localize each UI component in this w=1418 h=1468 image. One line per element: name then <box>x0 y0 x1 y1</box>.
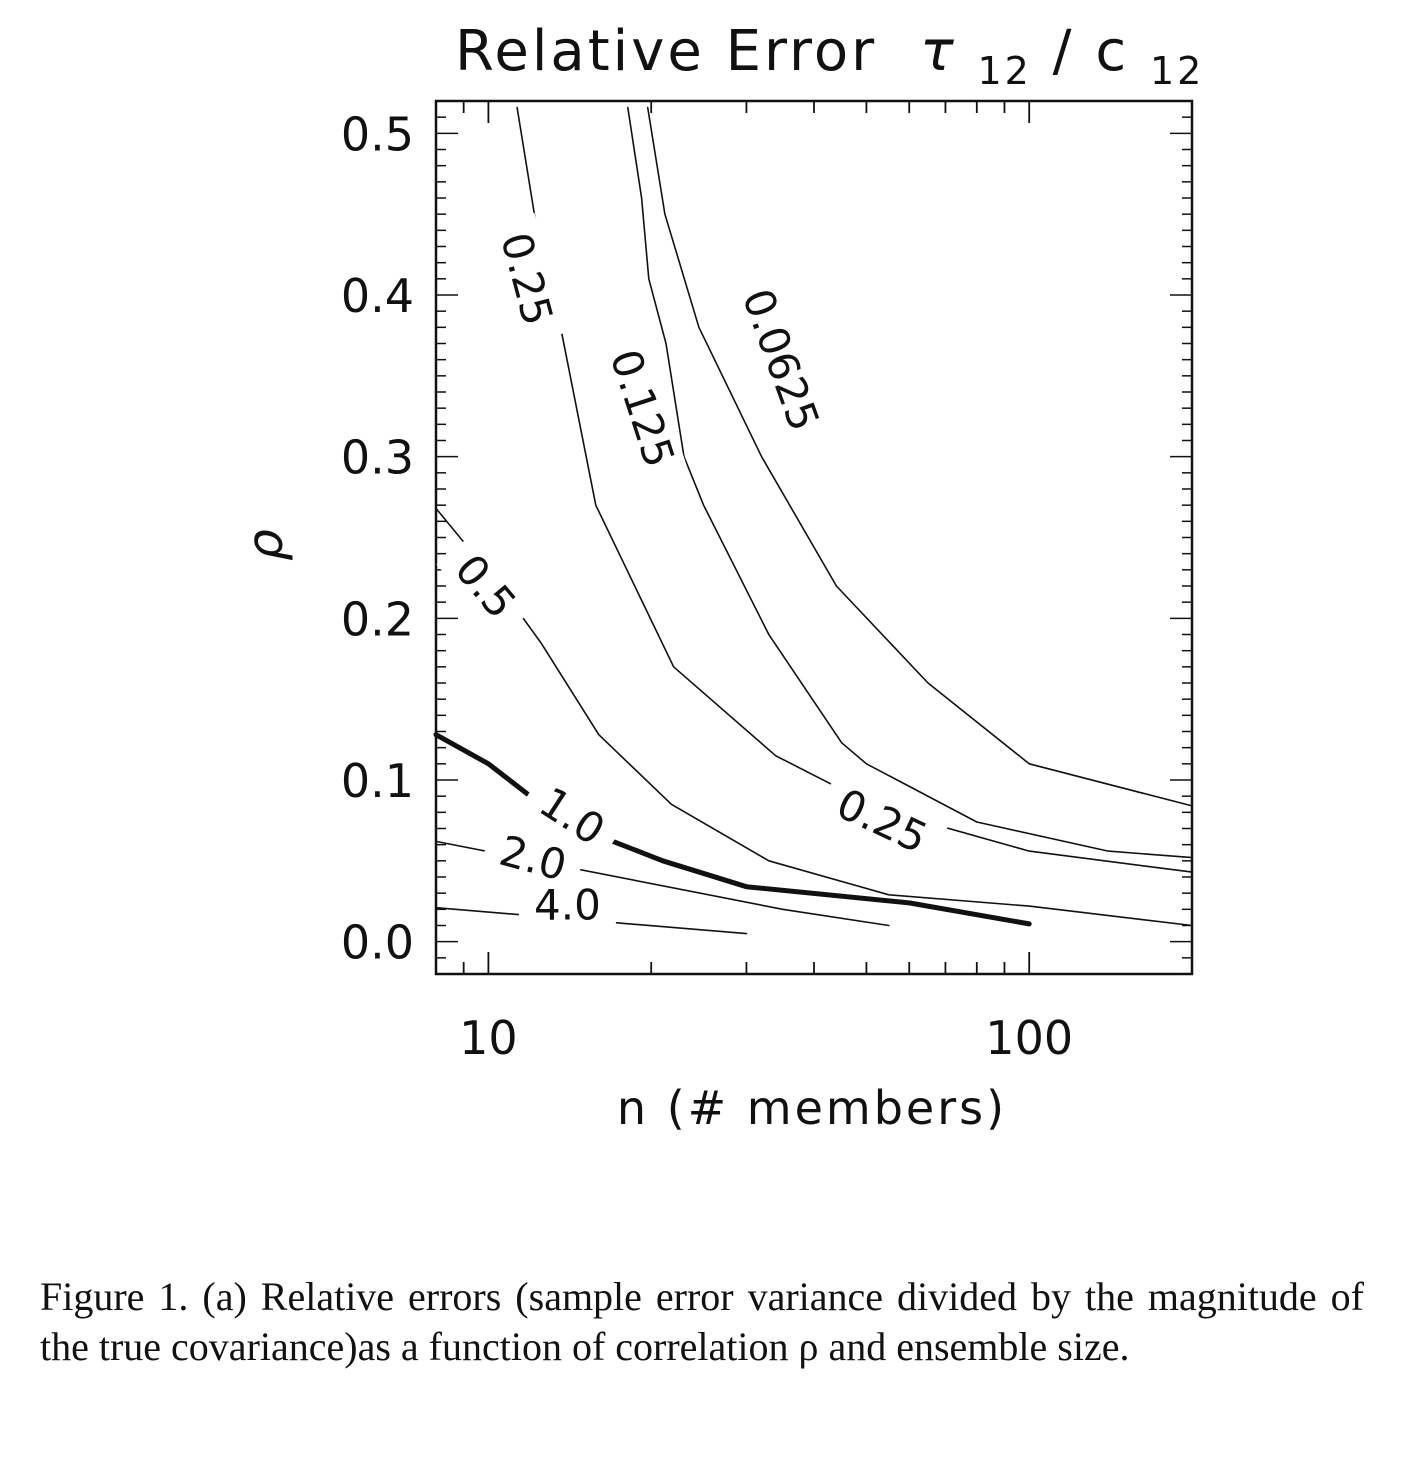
contour-label: 0.0625 <box>728 267 835 452</box>
contour-line <box>646 106 1193 807</box>
contour-label-text: 0.0625 <box>733 282 829 437</box>
y-tick-label: 0.4 <box>341 269 414 323</box>
contour-line <box>433 732 1032 927</box>
contour-label-bg <box>488 212 567 345</box>
contour-line <box>516 106 1193 873</box>
x-tick-label: 100 <box>985 1011 1073 1065</box>
y-tick-label: 0.0 <box>341 916 414 970</box>
contour-label: 0.125 <box>596 328 689 488</box>
contour-label: 0.25 <box>815 772 949 869</box>
chart-title: Relative Error τ 12 / c 12 <box>455 19 1204 98</box>
title-sub-2: 12 <box>1150 49 1204 93</box>
y-tick-label: 0.1 <box>341 754 414 808</box>
title-tau: τ <box>920 19 957 84</box>
x-axis-label: n (# members) <box>617 1081 1007 1135</box>
contour-label-bg <box>480 821 587 894</box>
contour-label: 0.25 <box>488 212 567 345</box>
contour-line <box>627 106 1193 859</box>
y-axis-label: ρ <box>236 529 294 561</box>
contour-label: 4.0 <box>518 880 616 930</box>
contour-label-bg <box>815 772 949 869</box>
y-tick-label: 0.3 <box>341 431 414 485</box>
contour-label-bg <box>518 880 616 929</box>
contour-label-bg <box>518 769 627 863</box>
contour-label: 0.5 <box>436 533 536 639</box>
x-tick-label: 10 <box>459 1011 518 1065</box>
title-sub-1: 12 <box>977 49 1031 93</box>
y-tick-label: 0.2 <box>341 592 414 646</box>
contour-label-text: 0.25 <box>491 227 563 330</box>
title-c: c <box>1095 19 1129 84</box>
contour-label-text: 0.125 <box>600 344 684 474</box>
y-tick-label: 0.5 <box>341 107 414 161</box>
axis-ticks: 10 100 0.0 0.1 0.2 0.3 0.4 0.5 <box>341 100 1193 1065</box>
contour-label-bg <box>728 267 835 452</box>
contour-label-text: 4.0 <box>534 881 601 930</box>
contour-label-bg <box>596 328 689 488</box>
title-slash: / <box>1053 19 1075 84</box>
contour-label-bg <box>436 533 536 639</box>
figure-caption: Figure 1. (a) Relative errors (sample er… <box>40 1274 1364 1369</box>
contour-chart: Relative Error τ 12 / c 12 10 100 0.0 0.1 0.… <box>236 19 1204 1135</box>
title-text: Relative Error <box>455 19 877 84</box>
